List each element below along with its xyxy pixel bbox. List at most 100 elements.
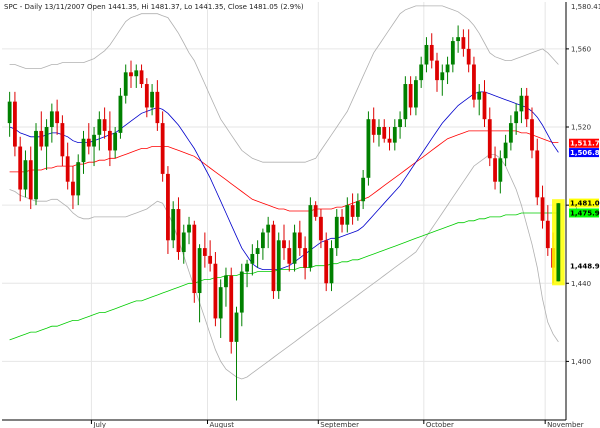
candle-body bbox=[540, 197, 545, 221]
candle-body bbox=[39, 130, 44, 147]
candle-body bbox=[107, 130, 112, 151]
band-lower-line bbox=[9, 153, 559, 380]
y-tick-label: 1,440 bbox=[571, 280, 591, 288]
candle-body bbox=[419, 64, 424, 81]
candle-body bbox=[229, 275, 234, 342]
candle-body bbox=[197, 248, 202, 294]
price-tags: 1,511.721,506.89 1,481.051,475.96 1,448.9 bbox=[569, 138, 600, 271]
candle-body bbox=[313, 205, 318, 217]
candle-body bbox=[113, 132, 118, 151]
candle-body bbox=[435, 60, 439, 81]
candle-body bbox=[371, 119, 376, 135]
candle-body bbox=[324, 240, 329, 284]
date-axis: July August September October November bbox=[90, 420, 584, 428]
candle-body bbox=[7, 101, 12, 124]
candle-body bbox=[81, 138, 86, 163]
candle-body bbox=[340, 216, 344, 225]
candle-body bbox=[266, 224, 271, 233]
ma20-line bbox=[9, 91, 559, 271]
candle-body bbox=[398, 119, 402, 128]
candle-body bbox=[160, 123, 165, 174]
candle-body bbox=[414, 80, 418, 108]
candle-body bbox=[382, 127, 387, 139]
y-tick-label: 1,560 bbox=[571, 45, 591, 53]
candle-body bbox=[13, 101, 17, 147]
price-tag-bg bbox=[569, 148, 599, 158]
candle-body bbox=[445, 64, 450, 73]
x-month-label: August bbox=[209, 421, 234, 428]
candle-body bbox=[60, 123, 65, 157]
candle-body bbox=[34, 130, 38, 200]
candle-body bbox=[213, 263, 218, 319]
candle-body bbox=[514, 111, 519, 124]
candle-body bbox=[71, 181, 75, 196]
candle-body bbox=[44, 127, 49, 147]
candle-body bbox=[255, 248, 260, 254]
candle-body bbox=[429, 44, 434, 61]
candle-body bbox=[545, 220, 550, 249]
candle-body bbox=[224, 275, 228, 288]
ma200-line bbox=[9, 212, 559, 341]
candle-body bbox=[556, 203, 561, 282]
candle-body bbox=[440, 72, 445, 81]
candle-body bbox=[65, 156, 70, 182]
chart-title: SPC - Daily 13/11/2007 Open 1441.35, Hi … bbox=[4, 3, 304, 11]
candle-body bbox=[86, 138, 91, 147]
price-tag-label: 1,475.96 bbox=[570, 209, 600, 217]
candle-body bbox=[524, 95, 529, 120]
candle-body bbox=[408, 84, 413, 108]
candle-body bbox=[166, 173, 170, 241]
candle-body bbox=[144, 84, 149, 108]
candle-body bbox=[519, 95, 524, 112]
candle-body bbox=[403, 84, 408, 120]
candle-body bbox=[260, 232, 265, 249]
price-tag-bg bbox=[569, 138, 599, 148]
candle-body bbox=[23, 160, 28, 190]
candle-body bbox=[508, 123, 513, 143]
candle-body bbox=[530, 119, 534, 151]
candle-body bbox=[366, 119, 371, 178]
candle-body bbox=[303, 248, 308, 268]
grid-lines bbox=[2, 2, 566, 420]
candle-body bbox=[308, 205, 313, 268]
x-month-label: October bbox=[426, 421, 454, 428]
candle-body bbox=[55, 111, 60, 124]
candle-body bbox=[118, 95, 123, 133]
candle-body bbox=[245, 263, 249, 272]
candle-body bbox=[139, 70, 144, 85]
candle-body bbox=[129, 72, 133, 77]
price-tag-label: 1,506.89 bbox=[570, 149, 600, 157]
candle-body bbox=[466, 48, 471, 65]
candle-body bbox=[287, 248, 292, 264]
band-upper-line bbox=[9, 5, 559, 163]
candle-body bbox=[487, 119, 492, 159]
candle-body bbox=[292, 232, 297, 264]
price-tag-label: 1,448.9 bbox=[570, 262, 600, 270]
candle-body bbox=[176, 209, 181, 253]
candle-body bbox=[503, 142, 508, 159]
candle-body bbox=[361, 177, 366, 202]
candle-body bbox=[482, 91, 487, 120]
candle-body bbox=[28, 160, 33, 200]
candle-body bbox=[424, 44, 429, 65]
candle-body bbox=[355, 201, 360, 217]
candle-body bbox=[350, 205, 355, 217]
candle-body bbox=[239, 271, 244, 313]
candle-body bbox=[472, 64, 476, 100]
x-month-label: September bbox=[320, 421, 359, 428]
candle-body bbox=[187, 224, 191, 233]
candle-body bbox=[49, 111, 54, 128]
x-month-label: November bbox=[547, 421, 584, 428]
candle-body bbox=[276, 240, 281, 292]
candle-body bbox=[456, 37, 461, 42]
price-tag-bg bbox=[569, 261, 599, 271]
moving-averages bbox=[9, 91, 559, 341]
candle-body bbox=[387, 138, 392, 143]
candle-body bbox=[218, 287, 223, 319]
candle-body bbox=[97, 119, 102, 135]
price-tag-bg bbox=[569, 208, 599, 218]
candle-body bbox=[102, 119, 107, 131]
candle-body bbox=[493, 158, 497, 182]
